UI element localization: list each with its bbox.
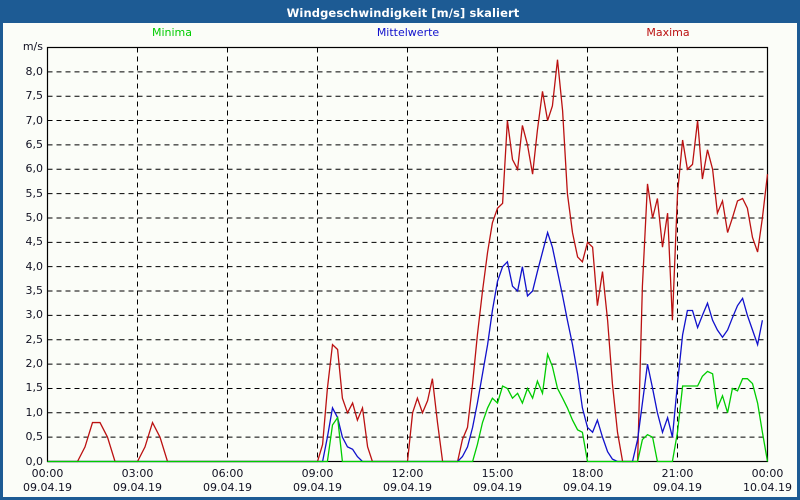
x-tick-date-label: 10.04.19: [743, 481, 792, 494]
y-tick-label: 5,0: [25, 210, 44, 224]
x-tick-date-label: 09.04.19: [563, 481, 612, 494]
y-tick-label: 3,0: [25, 308, 44, 322]
y-tick-label: 1,5: [25, 381, 44, 395]
x-tick-date-label: 09.04.19: [473, 481, 522, 494]
series-line-minima: [47, 351, 769, 463]
legend-item-mittelwerte: Mittelwerte: [376, 26, 440, 39]
x-tick-date-label: 09.04.19: [383, 481, 432, 494]
y-tick-label: 7,5: [25, 89, 44, 103]
y-tick-label: 0,5: [25, 430, 44, 444]
x-tick-time-label: 06:00: [211, 467, 244, 480]
y-tick-label: 1,0: [25, 405, 44, 419]
y-tick-label: 7,0: [25, 113, 44, 127]
x-tick-time-label: 18:00: [571, 467, 604, 480]
y-axis-unit-label: m/s: [22, 40, 43, 53]
chart-svg: [46, 46, 769, 463]
x-tick-time-label: 09:00: [301, 467, 334, 480]
grid-lines: [47, 47, 768, 462]
window-title: Windgeschwindigkeit [m/s] skaliert: [3, 3, 797, 23]
y-tick-label: 2,0: [25, 357, 44, 371]
x-tick-time-label: 00:00: [751, 467, 784, 480]
x-tick-date-label: 09.04.19: [293, 481, 342, 494]
x-tick-time-label: 03:00: [121, 467, 154, 480]
x-tick-date-label: 09.04.19: [203, 481, 252, 494]
x-tick-time-label: 21:00: [661, 467, 694, 480]
y-tick-label: 5,5: [25, 186, 44, 200]
y-tick-label: 8,0: [25, 64, 44, 78]
x-tick-time-label: 15:00: [481, 467, 514, 480]
y-tick-label: 4,0: [25, 259, 44, 273]
y-tick-label: 6,5: [25, 137, 44, 151]
y-tick-label: 2,5: [25, 332, 44, 346]
data-series-group: [47, 59, 769, 463]
x-tick-date-label: 09.04.19: [113, 481, 162, 494]
x-tick-date-label: 09.04.19: [653, 481, 702, 494]
legend-item-maxima: Maxima: [646, 26, 690, 39]
y-tick-label: 6,0: [25, 162, 44, 176]
x-tick-time-label: 00:00: [31, 467, 64, 480]
legend-item-minima: Minima: [151, 26, 193, 39]
x-tick-date-label: 09.04.19: [23, 481, 72, 494]
chart-legend: Minima Mittelwerte Maxima: [3, 25, 797, 41]
y-tick-label: 4,5: [25, 235, 44, 249]
y-tick-label: 3,5: [25, 284, 44, 298]
x-tick-time-label: 12:00: [391, 467, 424, 480]
y-tick-label: 0,0: [25, 454, 44, 468]
plot-area: [3, 3, 797, 497]
